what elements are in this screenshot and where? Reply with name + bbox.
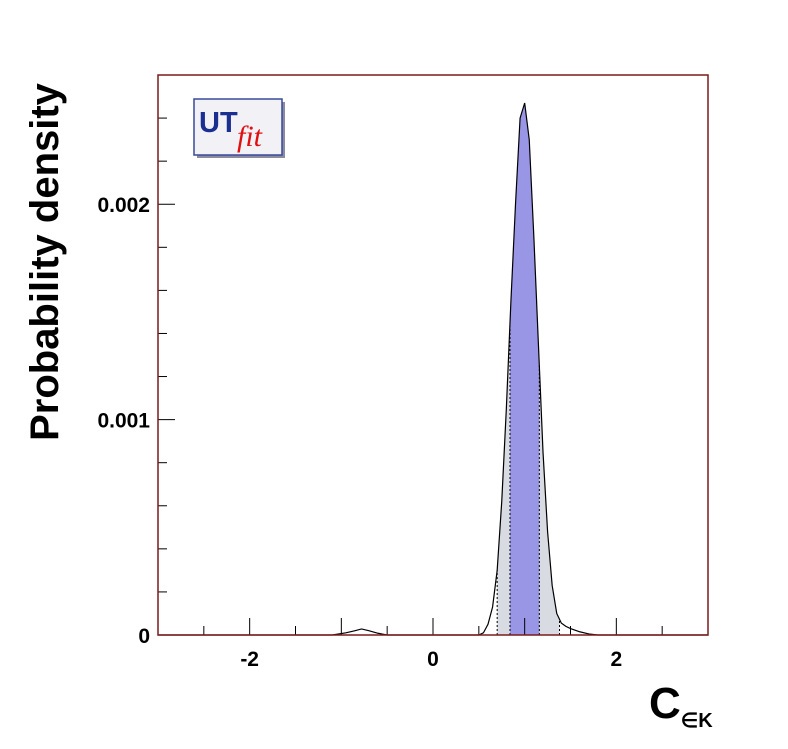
credible-interval-bands bbox=[496, 103, 560, 635]
density-curve bbox=[158, 102, 708, 636]
x-axis-title-subscript: ∈K bbox=[681, 710, 713, 732]
logo-box bbox=[193, 98, 283, 156]
density-curve-group bbox=[158, 102, 708, 636]
interval-band-1 bbox=[510, 103, 540, 635]
x-axis-title: C∈K bbox=[649, 679, 713, 732]
x-axis-title-main: C bbox=[649, 679, 681, 728]
logo-fit-text: fit bbox=[237, 120, 263, 153]
tick-labels: -2 0 2 0 0.001 0.002 bbox=[97, 194, 622, 671]
plot-frame bbox=[157, 74, 709, 636]
y-tick-label: 0.001 bbox=[97, 410, 150, 433]
y-axis-title: Probability density bbox=[23, 82, 67, 441]
y-tick-label: 0.002 bbox=[97, 194, 150, 217]
y-tick-label: 0 bbox=[138, 625, 150, 648]
x-tick-label: 0 bbox=[427, 648, 439, 671]
utfit-logo: UT fit bbox=[193, 98, 285, 158]
x-tick-label: 2 bbox=[610, 648, 622, 671]
axis-ticks bbox=[157, 74, 709, 636]
x-tick-label: -2 bbox=[240, 648, 259, 671]
logo-ut-text: UT bbox=[199, 107, 238, 139]
